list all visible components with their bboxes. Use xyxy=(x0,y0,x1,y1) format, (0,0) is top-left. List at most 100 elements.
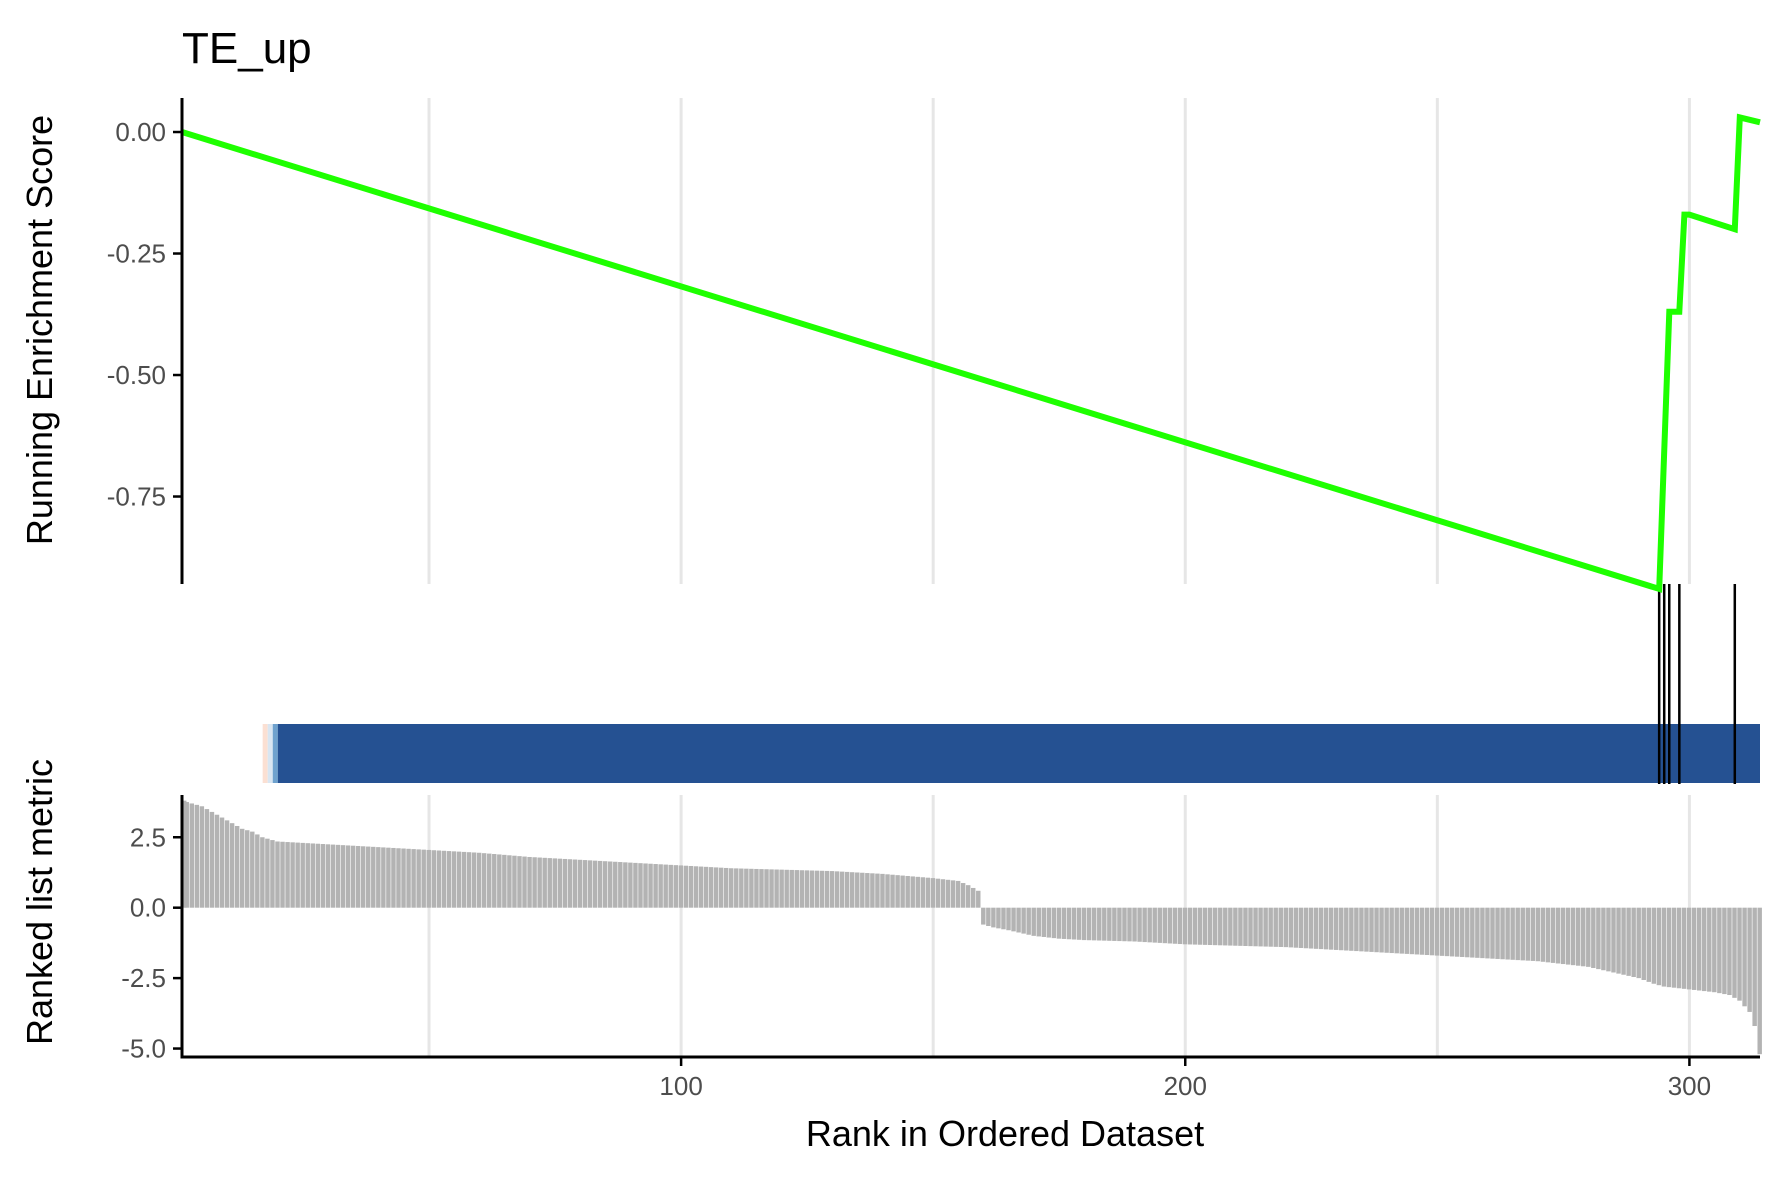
metric-bar-57 xyxy=(461,851,467,908)
metric-bar-182 xyxy=(1091,907,1097,941)
metric-bar-102 xyxy=(688,865,694,908)
metric-bar-121 xyxy=(784,869,789,908)
metric-bar-231 xyxy=(1339,907,1344,951)
metric-bar-282 xyxy=(1596,907,1601,970)
metric-bar-162 xyxy=(991,907,996,928)
metric-bar-128 xyxy=(819,870,825,908)
metric-bar-220 xyxy=(1283,907,1289,948)
metric-bar-86 xyxy=(608,861,613,908)
metric-bar-56 xyxy=(456,851,462,908)
metric-bar-223 xyxy=(1298,907,1304,948)
metric-bar-42 xyxy=(386,847,391,908)
metric-bar-298 xyxy=(1676,907,1682,989)
metric-bar-253 xyxy=(1449,907,1455,957)
metric-bar-294 xyxy=(1656,907,1662,986)
x-tick-label-0: 100 xyxy=(659,1071,702,1101)
metric-bar-183 xyxy=(1097,907,1102,941)
metric-bar-226 xyxy=(1313,907,1319,949)
metric-bar-206 xyxy=(1212,907,1218,946)
metric-bar-130 xyxy=(829,871,835,908)
metric-bar-242 xyxy=(1394,907,1399,954)
metric-bar-13 xyxy=(239,828,245,908)
metric-bar-240 xyxy=(1384,907,1389,953)
metric-bar-232 xyxy=(1344,907,1349,951)
metric-bar-21 xyxy=(280,841,285,908)
metric-bar-65 xyxy=(502,854,507,908)
metric-bar-190 xyxy=(1132,907,1137,942)
metric-bar-207 xyxy=(1218,907,1223,946)
metric-bar-60 xyxy=(476,852,482,908)
metric-bar-134 xyxy=(850,872,855,908)
metric-bar-193 xyxy=(1147,907,1152,943)
metric-bar-257 xyxy=(1470,907,1475,958)
metric-bar-205 xyxy=(1207,907,1213,946)
metric-bar-4 xyxy=(194,804,200,908)
metric-bar-187 xyxy=(1117,907,1122,942)
metric-bar-188 xyxy=(1122,907,1127,942)
metric-bar-305 xyxy=(1712,907,1717,993)
metric-bar-177 xyxy=(1066,907,1072,940)
metric-bar-201 xyxy=(1187,907,1193,945)
metric-bar-311 xyxy=(1742,907,1747,1007)
metric-bar-166 xyxy=(1011,907,1016,932)
metric-bar-237 xyxy=(1369,907,1374,952)
metric-bar-194 xyxy=(1152,907,1157,943)
y-axis-title-es: Running Enrichment Score xyxy=(19,115,60,545)
metric-bar-158 xyxy=(971,887,976,908)
metric-bar-30 xyxy=(325,844,331,908)
metric-bar-69 xyxy=(522,856,527,908)
metric-bar-126 xyxy=(809,870,815,908)
metric-bar-199 xyxy=(1177,907,1183,945)
metric-bar-208 xyxy=(1223,907,1228,946)
metric-bar-276 xyxy=(1565,907,1571,965)
x-axis-title: Rank in Ordered Dataset xyxy=(806,1113,1204,1154)
metric-bar-96 xyxy=(658,864,663,908)
metric-bar-304 xyxy=(1707,907,1712,992)
metric-bar-73 xyxy=(542,857,547,908)
metric-bar-314 xyxy=(1757,907,1762,1055)
y-axis-title-metric: Ranked list metric xyxy=(19,759,60,1045)
color-band-layer xyxy=(262,724,1761,783)
metric-bar-19 xyxy=(270,840,275,908)
metric-bar-133 xyxy=(844,871,850,908)
metric-bar-179 xyxy=(1076,907,1082,940)
metric-bar-274 xyxy=(1555,907,1561,964)
metric-bar-175 xyxy=(1056,907,1062,939)
metric-bar-254 xyxy=(1454,907,1460,957)
metric-bar-5 xyxy=(199,806,205,908)
metric-bar-116 xyxy=(759,869,764,908)
metric-bar-25 xyxy=(300,842,305,908)
metric-bar-68 xyxy=(517,856,522,908)
metric-bar-229 xyxy=(1328,907,1334,950)
metric-bar-312 xyxy=(1747,907,1752,1012)
metric-bar-161 xyxy=(986,907,991,926)
metric-bar-196 xyxy=(1162,907,1168,944)
metric-bar-98 xyxy=(668,864,673,908)
metric-bar-288 xyxy=(1626,907,1631,976)
metric-bar-295 xyxy=(1661,907,1667,987)
metric-bar-204 xyxy=(1202,907,1208,945)
metric-bar-3 xyxy=(189,803,195,908)
metric-bar-92 xyxy=(638,863,643,908)
metric-bar-53 xyxy=(441,850,447,908)
metric-bar-72 xyxy=(537,857,542,908)
metric-bar-58 xyxy=(466,852,472,908)
metric-bar-260 xyxy=(1485,907,1490,959)
es-y-tick-label-2: -0.50 xyxy=(107,360,166,390)
metric-bar-87 xyxy=(613,861,618,908)
metric-bar-110 xyxy=(729,868,734,908)
metric-bar-212 xyxy=(1243,907,1248,947)
metric-bar-313 xyxy=(1752,907,1757,1027)
metric-bar-80 xyxy=(577,859,583,908)
metric-bar-279 xyxy=(1581,907,1586,967)
metric-bar-235 xyxy=(1359,907,1364,952)
metric-bar-284 xyxy=(1606,907,1611,972)
metric-bar-95 xyxy=(653,864,658,908)
metric-bar-302 xyxy=(1696,907,1702,991)
metric-bar-88 xyxy=(618,862,623,908)
metric-bar-48 xyxy=(416,849,421,908)
metric-bar-18 xyxy=(265,838,270,908)
metric-bar-267 xyxy=(1520,907,1525,961)
metric-bar-236 xyxy=(1364,907,1369,952)
